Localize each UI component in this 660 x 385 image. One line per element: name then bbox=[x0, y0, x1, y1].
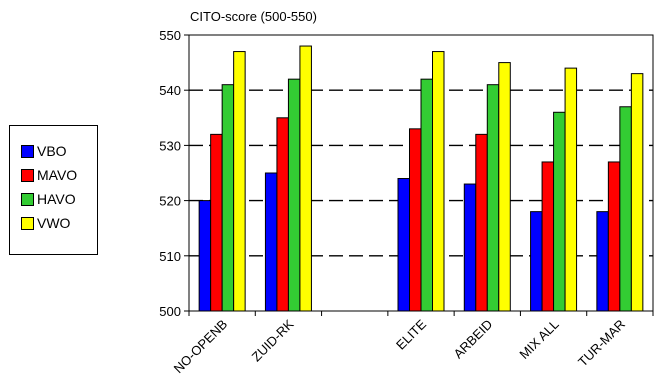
legend-swatch-mavo bbox=[21, 168, 34, 182]
bar-mavo-tur-mar bbox=[607, 161, 621, 312]
x-tick-label-no-openb: NO-OPENB bbox=[171, 317, 231, 377]
legend-label-havo: HAVO bbox=[37, 191, 76, 207]
legend-label-vwo: VWO bbox=[37, 215, 71, 231]
x-tick-label-arbeid: ARBEID bbox=[451, 317, 496, 362]
y-tick-label-510: 510 bbox=[159, 249, 181, 264]
y-tick-label-540: 540 bbox=[159, 83, 181, 98]
bar-vwo-zuid-rk bbox=[299, 45, 312, 312]
bar-vwo-elite bbox=[432, 51, 445, 312]
bar-havo-zuid-rk bbox=[287, 78, 301, 312]
legend-item-havo: HAVO bbox=[10, 187, 97, 211]
chart-title: CITO-score (500-550) bbox=[190, 9, 317, 24]
y-tick-label-530: 530 bbox=[159, 138, 181, 153]
bar-vbo-tur-mar bbox=[596, 211, 609, 312]
legend-item-mavo: MAVO bbox=[10, 163, 97, 187]
bar-mavo-arbeid bbox=[475, 133, 488, 312]
legend-label-mavo: MAVO bbox=[37, 167, 78, 183]
x-tick-label-mix-all: MIX ALL bbox=[516, 317, 561, 362]
legend-swatch-havo bbox=[21, 192, 34, 206]
x-tick-label-zuid-rk: ZUID-RK bbox=[249, 316, 297, 364]
bar-vbo-zuid-rk bbox=[264, 172, 278, 312]
bar-vbo-arbeid bbox=[463, 183, 477, 312]
bar-vbo-elite bbox=[397, 178, 410, 312]
bar-havo-arbeid bbox=[486, 84, 500, 312]
bar-vwo-no-openb bbox=[233, 51, 246, 312]
legend: VBO MAVO HAVO VWO bbox=[9, 125, 98, 255]
legend-item-vwo: VWO bbox=[10, 211, 97, 235]
y-tick-label-550: 550 bbox=[159, 28, 181, 43]
y-tick-label-500: 500 bbox=[159, 304, 181, 319]
bar-mavo-zuid-rk bbox=[276, 117, 289, 312]
bar-vwo-tur-mar bbox=[630, 73, 644, 312]
bar-vwo-arbeid bbox=[498, 62, 511, 312]
bar-havo-tur-mar bbox=[619, 106, 632, 312]
bar-havo-elite bbox=[420, 78, 433, 312]
bar-havo-mix-all bbox=[553, 111, 566, 312]
legend-item-vbo: VBO bbox=[10, 139, 97, 163]
bar-havo-no-openb bbox=[221, 84, 235, 312]
plot-border bbox=[188, 34, 654, 312]
bar-mavo-no-openb bbox=[210, 133, 223, 312]
x-tick-label-elite: ELITE bbox=[393, 316, 429, 352]
bar-mavo-elite bbox=[409, 128, 422, 312]
x-tick-label-tur-mar: TUR-MAR bbox=[575, 317, 628, 370]
bar-vwo-mix-all bbox=[564, 67, 578, 312]
legend-label-vbo: VBO bbox=[37, 143, 67, 159]
bar-vbo-mix-all bbox=[530, 211, 543, 312]
bar-vbo-no-openb bbox=[198, 200, 212, 312]
bar-mavo-mix-all bbox=[541, 161, 555, 312]
y-tick-label-520: 520 bbox=[159, 194, 181, 209]
legend-swatch-vwo bbox=[21, 216, 34, 230]
legend-swatch-vbo bbox=[21, 144, 34, 158]
